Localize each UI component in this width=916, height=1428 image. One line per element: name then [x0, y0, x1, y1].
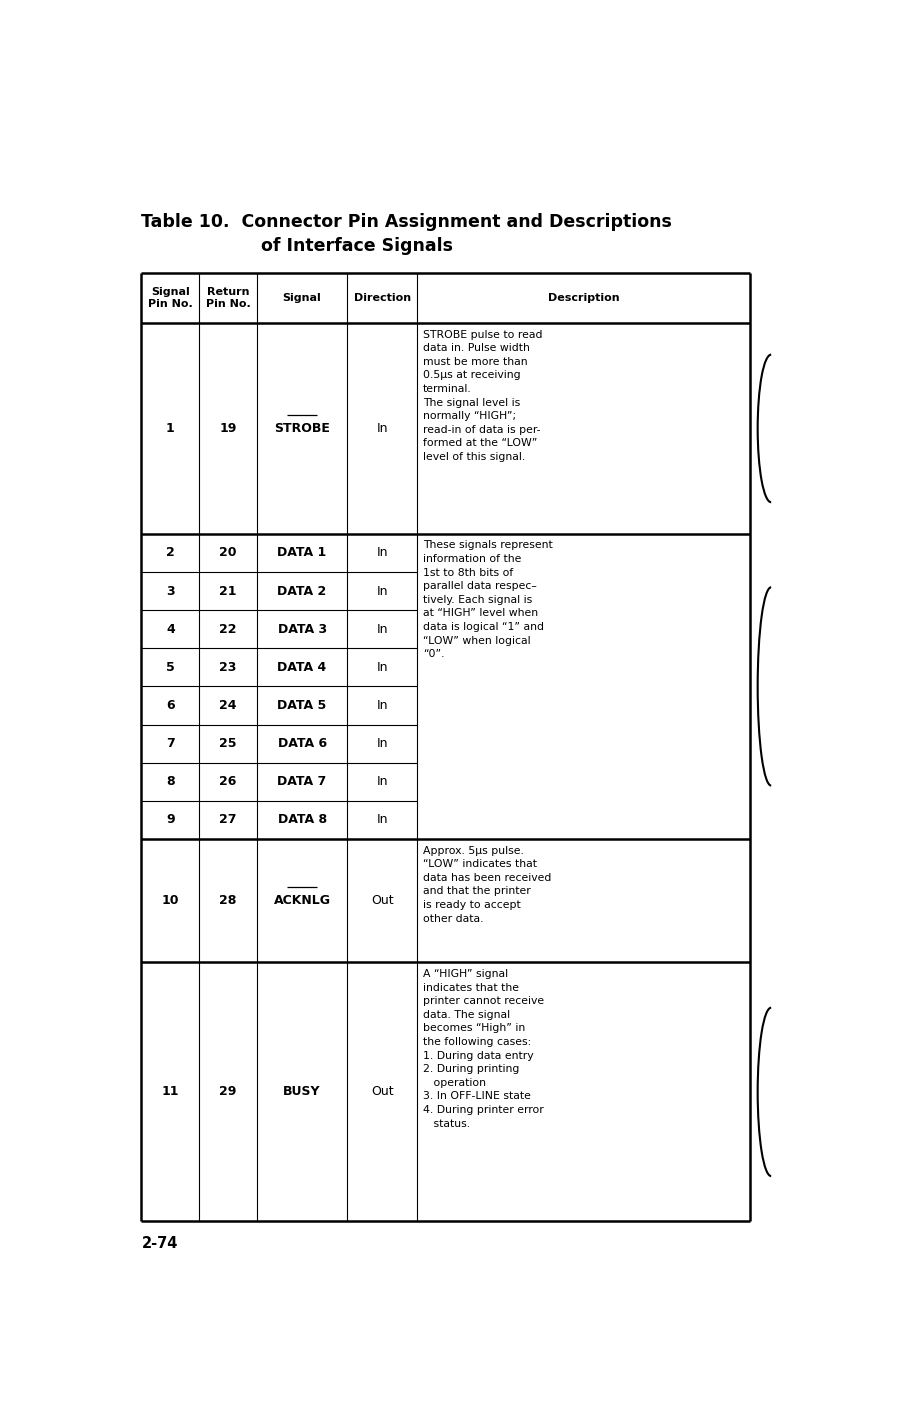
Text: In: In	[376, 584, 387, 597]
Text: 4: 4	[166, 623, 175, 635]
Text: 11: 11	[161, 1085, 180, 1098]
Text: STROBE: STROBE	[274, 421, 330, 436]
Text: 2: 2	[166, 547, 175, 560]
Text: Out: Out	[371, 1085, 393, 1098]
Text: ACKNLG: ACKNLG	[274, 894, 331, 907]
Text: In: In	[376, 661, 387, 674]
Text: 21: 21	[220, 584, 237, 597]
Text: 9: 9	[166, 814, 175, 827]
Text: 10: 10	[161, 894, 180, 907]
Text: Table 10.  Connector Pin Assignment and Descriptions: Table 10. Connector Pin Assignment and D…	[141, 213, 672, 231]
Text: DATA 6: DATA 6	[278, 737, 327, 750]
Text: 20: 20	[220, 547, 237, 560]
Text: 29: 29	[220, 1085, 237, 1098]
Text: These signals represent
information of the
1st to 8th bits of
parallel data resp: These signals represent information of t…	[423, 540, 552, 660]
Text: In: In	[376, 814, 387, 827]
Text: DATA 8: DATA 8	[278, 814, 327, 827]
Text: 28: 28	[220, 894, 237, 907]
Text: Description: Description	[548, 293, 619, 303]
Text: Approx. 5μs pulse.
“LOW” indicates that
data has been received
and that the prin: Approx. 5μs pulse. “LOW” indicates that …	[423, 845, 551, 924]
Text: In: In	[376, 737, 387, 750]
Text: In: In	[376, 698, 387, 713]
Text: Signal
Pin No.: Signal Pin No.	[148, 287, 192, 308]
Text: 7: 7	[166, 737, 175, 750]
Text: DATA 1: DATA 1	[278, 547, 327, 560]
Text: 1: 1	[166, 421, 175, 436]
Text: 22: 22	[220, 623, 237, 635]
Text: 24: 24	[220, 698, 237, 713]
Text: 23: 23	[220, 661, 237, 674]
Text: 19: 19	[220, 421, 237, 436]
Text: Direction: Direction	[354, 293, 410, 303]
Text: DATA 3: DATA 3	[278, 623, 327, 635]
Text: In: In	[376, 547, 387, 560]
Text: A “HIGH” signal
indicates that the
printer cannot receive
data. The signal
becom: A “HIGH” signal indicates that the print…	[423, 970, 544, 1128]
Text: Return
Pin No.: Return Pin No.	[206, 287, 251, 308]
Text: 5: 5	[166, 661, 175, 674]
Text: 26: 26	[220, 775, 237, 788]
Text: 27: 27	[220, 814, 237, 827]
Text: In: In	[376, 421, 387, 436]
Text: DATA 2: DATA 2	[278, 584, 327, 597]
Text: BUSY: BUSY	[283, 1085, 321, 1098]
Text: 8: 8	[166, 775, 175, 788]
Text: STROBE pulse to read
data in. Pulse width
must be more than
0.5μs at receiving
t: STROBE pulse to read data in. Pulse widt…	[423, 330, 542, 463]
Text: Signal: Signal	[283, 293, 322, 303]
Text: DATA 7: DATA 7	[278, 775, 327, 788]
Text: In: In	[376, 775, 387, 788]
Text: 2-74: 2-74	[141, 1237, 178, 1251]
Text: Out: Out	[371, 894, 393, 907]
Text: of Interface Signals: of Interface Signals	[141, 237, 453, 256]
Text: In: In	[376, 623, 387, 635]
Text: DATA 5: DATA 5	[278, 698, 327, 713]
Text: DATA 4: DATA 4	[278, 661, 327, 674]
Text: 6: 6	[166, 698, 175, 713]
Text: 25: 25	[220, 737, 237, 750]
Text: 3: 3	[166, 584, 175, 597]
